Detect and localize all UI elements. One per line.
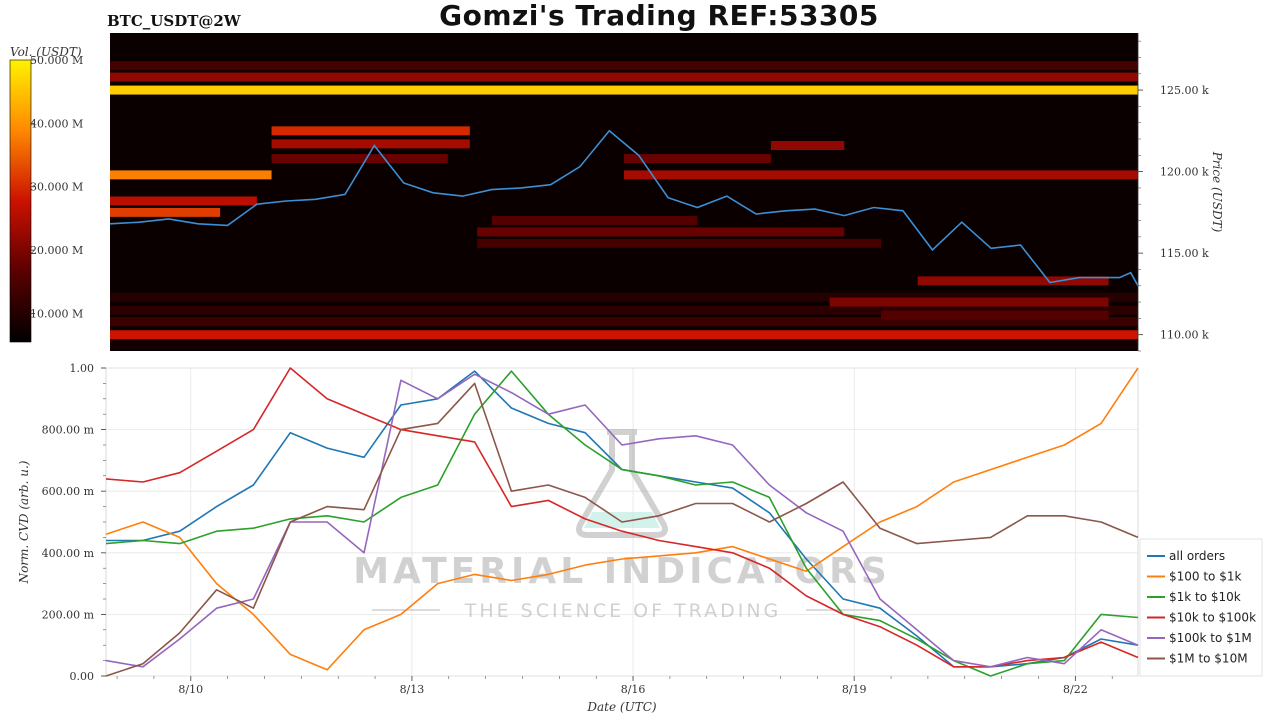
cvd-series-line — [105, 382, 1139, 677]
liquidity-level — [624, 154, 771, 164]
colorbar-tick-label: 50.000 M — [30, 54, 83, 67]
cvd-y-tick-label: 400.00 m — [42, 547, 95, 560]
liquidity-level — [271, 154, 448, 164]
liquidity-level — [770, 141, 845, 151]
price-tick-label: 110.00 k — [1160, 329, 1209, 342]
liquidity-level — [110, 292, 1138, 302]
cvd-y-axis-label: Norm. CVD (arb. u.) — [17, 460, 31, 584]
chart-title: Gomzi's Trading REF:53305 — [439, 0, 879, 32]
watermark-line1: MATERIAL INDICATORS — [353, 551, 891, 592]
cvd-series-line — [105, 367, 1139, 671]
liquidity-level — [110, 170, 272, 180]
cvd-panel: MATERIAL INDICATORS THE SCIENCE OF TRADI… — [17, 362, 1263, 714]
liquidity-level — [110, 305, 1138, 315]
price-tick-label: 115.00 k — [1160, 247, 1209, 260]
liquidity-level — [110, 85, 1138, 95]
colorbar-label: Vol. (USDT) — [10, 45, 82, 59]
cvd-y-tick-label: 600.00 m — [42, 485, 95, 498]
colorbar-tick-label: 30.000 M — [30, 181, 83, 194]
heatmap-panel: 110.00 k 115.00 k 120.00 k 125.00 k Price (… — [109, 33, 1224, 352]
watermark-line2: THE SCIENCE OF TRADING — [464, 600, 782, 622]
colorbar-tick-label: 40.000 M — [30, 117, 83, 130]
price-line — [109, 129, 1139, 287]
watermark: MATERIAL INDICATORS THE SCIENCE OF TRADI… — [353, 429, 891, 622]
liquidity-level — [881, 310, 1109, 320]
colorbar-tick-label: 20.000 M — [30, 244, 83, 257]
liquidity-level — [829, 297, 1109, 307]
liquidity-level — [491, 216, 698, 226]
cvd-y-tick-label: 1.00 — [70, 362, 95, 375]
liquidity-level — [110, 317, 1138, 327]
legend-entry: all orders — [1169, 549, 1225, 563]
liquidity-level — [271, 139, 470, 149]
price-axis-label: Price (USDT) — [1210, 151, 1224, 233]
colorbar-tick-label: 10.000 M — [30, 307, 83, 320]
colorbar: Vol. (USDT) 10.000 M 20.000 M 30.000 M 40.0… — [9, 45, 83, 343]
liquidity-level — [271, 126, 470, 136]
cvd-series-line — [105, 370, 1139, 677]
cvd-x-tick-label: 8/16 — [621, 683, 646, 696]
legend-entry: $100 to $1k — [1169, 570, 1241, 584]
cvd-x-tick-label: 8/10 — [178, 683, 203, 696]
cvd-series-line — [105, 373, 1139, 668]
cvd-x-tick-label: 8/19 — [842, 683, 867, 696]
liquidity-level — [110, 330, 1138, 340]
legend-entry: $1M to $10M — [1169, 652, 1248, 666]
pair-label: BTC_USDT@2W — [107, 12, 242, 30]
cvd-series-line — [105, 367, 1139, 668]
liquidity-level — [110, 339, 1138, 349]
cvd-y-tick-label: 200.00 m — [42, 608, 95, 621]
colorbar-gradient — [9, 59, 32, 343]
liquidity-level — [110, 61, 1138, 71]
liquidity-level — [110, 72, 1138, 82]
cvd-y-tick-label: 0.00 — [70, 670, 95, 683]
legend-entry: $10k to $100k — [1169, 611, 1256, 625]
liquidity-level — [917, 276, 1109, 286]
liquidity-level — [110, 196, 257, 206]
cvd-x-tick-label: 8/22 — [1063, 683, 1088, 696]
liquidity-level — [624, 170, 1138, 180]
liquidity-level — [477, 227, 845, 237]
legend: all orders $100 to $1k $1k to $10k $10k to … — [1139, 538, 1263, 677]
legend-entry: $1k to $10k — [1169, 590, 1241, 604]
liquidity-level — [110, 207, 221, 217]
price-tick-label: 125.00 k — [1160, 84, 1209, 97]
cvd-y-tick-label: 800.00 m — [42, 424, 95, 437]
cvd-x-tick-label: 8/13 — [400, 683, 425, 696]
flask-icon — [576, 429, 668, 538]
legend-entry: $100k to $1M — [1169, 631, 1252, 645]
price-tick-label: 120.00 k — [1160, 166, 1209, 179]
liquidity-level — [477, 238, 881, 248]
cvd-x-axis-label: Date (UTC) — [586, 700, 656, 714]
